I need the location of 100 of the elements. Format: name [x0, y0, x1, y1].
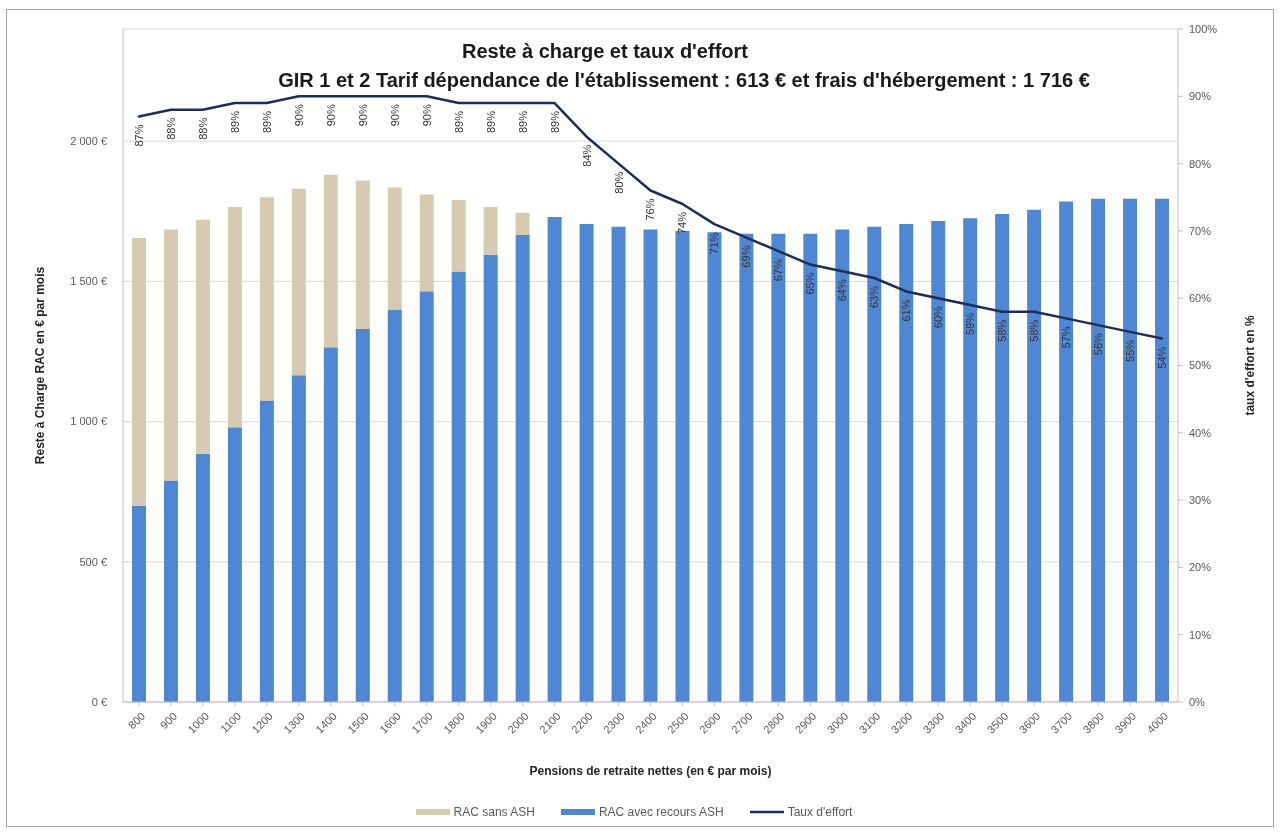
data-label: 63% — [868, 285, 881, 309]
data-label: 88% — [164, 117, 177, 140]
bar — [579, 223, 594, 702]
bar — [963, 218, 978, 702]
data-label: 59% — [964, 312, 977, 335]
bar — [483, 207, 498, 255]
bar — [995, 214, 1010, 702]
bar — [899, 223, 914, 702]
y2-tick-label: 20% — [1189, 561, 1212, 574]
data-label: 89% — [452, 110, 465, 134]
bar — [803, 233, 818, 702]
bar — [195, 453, 210, 702]
y-tick-label: 0 € — [91, 695, 107, 708]
x-tick-label: 800 — [125, 709, 148, 732]
data-label: 89% — [548, 110, 561, 134]
bar — [323, 347, 338, 702]
legend-label: Taux d'effort — [787, 805, 853, 819]
data-label: 54% — [1156, 346, 1169, 369]
y2-tick-label: 30% — [1189, 494, 1212, 507]
y2-tick-label: 50% — [1189, 359, 1212, 372]
bar — [387, 187, 402, 310]
bar — [355, 180, 370, 330]
bar — [643, 229, 658, 702]
bar — [419, 194, 434, 292]
data-label: 71% — [708, 231, 721, 255]
y2-tick-label: 0% — [1189, 695, 1206, 708]
y-tick-label: 500 € — [79, 555, 107, 568]
y2-tick-label: 40% — [1189, 426, 1212, 439]
data-label: 57% — [1060, 326, 1073, 349]
data-label: 90% — [324, 104, 337, 127]
data-label: 55% — [1124, 339, 1137, 362]
bar — [419, 291, 434, 702]
data-label: 87% — [132, 124, 145, 147]
bar — [835, 229, 850, 702]
bar — [1027, 209, 1042, 702]
data-label: 74% — [676, 211, 689, 235]
data-label: 64% — [836, 279, 849, 302]
bar — [771, 233, 786, 702]
bar — [227, 207, 242, 428]
data-label: 89% — [260, 110, 273, 134]
bar — [1155, 198, 1170, 702]
bar — [163, 229, 178, 481]
bar — [739, 233, 754, 702]
bar — [547, 216, 562, 702]
y-tick-label: 1 500 € — [70, 275, 107, 288]
y2-tick-label: 10% — [1189, 628, 1212, 641]
data-label: 58% — [996, 319, 1009, 342]
data-label: 69% — [740, 245, 753, 268]
legend-label: RAC avec recours ASH — [598, 805, 724, 819]
y-tick-label: 1 000 € — [70, 415, 107, 428]
bar — [867, 226, 882, 702]
bar — [132, 505, 146, 702]
bar — [132, 237, 146, 506]
bar — [163, 480, 178, 702]
data-label: 89% — [516, 110, 529, 134]
bar — [259, 400, 274, 702]
bar — [227, 427, 242, 702]
bar — [355, 329, 370, 702]
bar — [611, 226, 626, 702]
data-label: 56% — [1092, 332, 1105, 356]
bar — [1091, 198, 1106, 702]
bar — [707, 232, 722, 702]
data-label: 67% — [772, 258, 785, 282]
text: GIR 1 et 2 Tarif dépendance de l'établissement : 613 € et frais d'hébergement : 1 716 € — [277, 68, 1091, 92]
bar — [259, 197, 274, 401]
data-label: 90% — [420, 104, 433, 127]
data-label: 89% — [228, 110, 241, 134]
y2-tick-label: 70% — [1189, 224, 1212, 237]
y-tick-label: 2 000 € — [70, 135, 107, 148]
x-axis-title: Pensions de retraite nettes (en € par mois) — [529, 764, 772, 778]
y2-tick-label: 80% — [1189, 157, 1212, 170]
data-label: 90% — [292, 104, 305, 127]
bar — [1123, 198, 1138, 702]
bar — [515, 235, 530, 702]
bar — [931, 221, 946, 702]
data-label: 58% — [1028, 319, 1041, 342]
data-label: 65% — [804, 272, 817, 295]
bar — [291, 188, 306, 376]
y-axis-title: Reste à Charge RAC en € par mois — [33, 266, 48, 465]
bar — [451, 271, 466, 702]
data-label: 89% — [484, 110, 497, 134]
bar — [483, 254, 498, 702]
bar — [451, 200, 466, 272]
data-label: 84% — [580, 144, 593, 167]
bar — [1059, 201, 1074, 702]
bar — [387, 309, 402, 702]
data-label: 88% — [196, 117, 209, 140]
data-label: 80% — [612, 171, 625, 194]
y2-axis-title: taux d'effort en % — [1243, 315, 1258, 416]
x-tick-label: 900 — [157, 709, 180, 732]
data-label: 90% — [388, 104, 401, 127]
bar — [323, 174, 338, 348]
data-label: 90% — [356, 104, 369, 127]
legend-label: RAC sans ASH — [453, 805, 535, 819]
y2-tick-label: 60% — [1189, 292, 1212, 305]
y2-tick-label: 90% — [1189, 90, 1212, 103]
data-label: 76% — [644, 198, 657, 221]
data-label: 61% — [900, 299, 913, 322]
y2-tick-label: 100% — [1189, 22, 1218, 35]
text: Reste à charge et taux d'effort — [461, 39, 749, 63]
